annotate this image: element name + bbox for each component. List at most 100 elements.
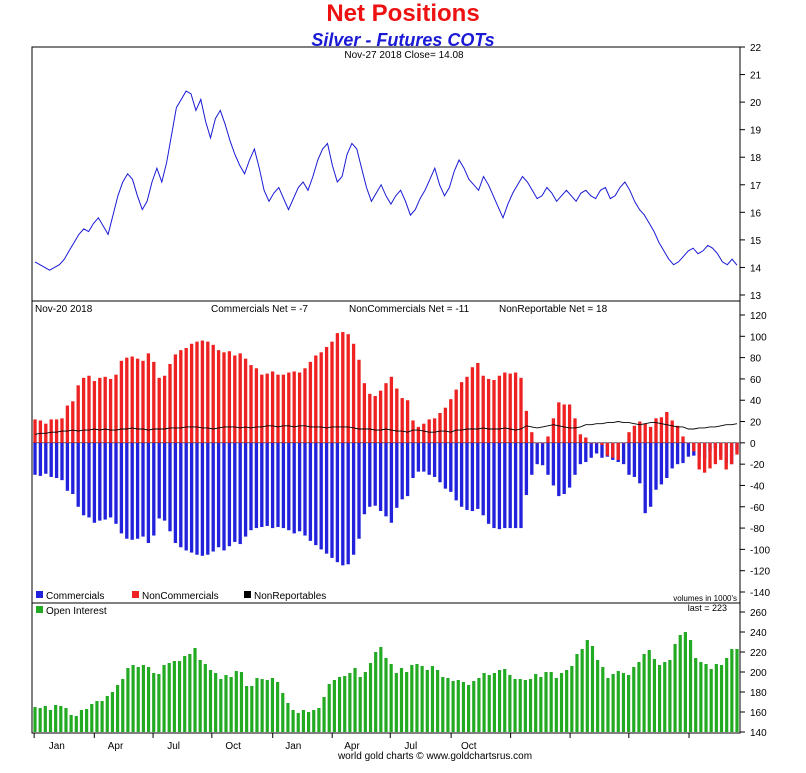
- open-interest-bar: [683, 632, 687, 732]
- open-interest-bar: [410, 665, 414, 732]
- noncommercials-bar: [530, 432, 534, 443]
- price-tick-label: 14: [750, 263, 762, 274]
- open-interest-bar: [735, 649, 739, 732]
- nonreportables-line: [34, 421, 738, 435]
- open-interest-bar: [167, 663, 171, 732]
- noncommercials-bar: [405, 400, 410, 443]
- commercials-bar: [589, 442, 593, 458]
- commercials-bar: [459, 442, 464, 507]
- noncommercials-bar: [427, 419, 431, 443]
- open-interest-bar: [33, 707, 37, 732]
- noncommercials-bar: [578, 434, 583, 443]
- open-interest-bar: [580, 649, 584, 732]
- commercials-bar: [395, 442, 399, 508]
- commercials-bar: [162, 442, 167, 521]
- commercials-bar: [114, 442, 118, 524]
- commercials-bar: [254, 442, 259, 529]
- nonreportable-net: NonReportable Net = 18: [499, 304, 608, 315]
- open-interest-bar: [719, 665, 724, 732]
- commercials-bar: [411, 442, 415, 479]
- commercials-bar: [638, 442, 642, 484]
- open-interest-bar: [327, 684, 331, 732]
- commercials-bar: [249, 442, 253, 531]
- noncommercials-bar: [632, 425, 637, 443]
- open-interest-panel: [31, 602, 741, 734]
- open-interest-bar: [172, 661, 176, 732]
- noncommercials-bar: [589, 442, 593, 444]
- commercials-bar: [665, 442, 669, 479]
- noncommercials-bar: [335, 333, 340, 443]
- commercials-bar: [265, 442, 269, 526]
- commercials-bar: [189, 442, 194, 553]
- open-interest-bar: [131, 665, 135, 732]
- commercials-bar: [416, 442, 421, 472]
- noncommercials-bar: [222, 352, 226, 443]
- commercials-bar: [211, 442, 215, 552]
- commercials-bar: [584, 442, 588, 463]
- open-interest-bar: [198, 660, 202, 732]
- positions-tick-label: 40: [750, 396, 762, 407]
- price-tick-label: 13: [750, 291, 762, 302]
- open-interest-bar: [709, 669, 713, 732]
- open-interest-bar: [281, 693, 285, 732]
- noncommercials-bar: [675, 425, 680, 443]
- noncommercials-bar: [249, 365, 253, 443]
- noncommercials-bar: [114, 374, 118, 443]
- price-tick-label: 20: [750, 98, 762, 109]
- noncommercials-bar: [357, 359, 361, 443]
- x-tick-label: Jan: [285, 741, 301, 752]
- noncommercials-bar: [540, 442, 545, 444]
- commercials-bar: [200, 442, 205, 556]
- noncommercials-bar: [681, 436, 685, 443]
- noncommercials-bar: [708, 442, 712, 469]
- positions-tick-label: -100: [750, 545, 770, 556]
- open-interest-bar: [673, 644, 677, 732]
- positions-tick-label: -20: [750, 460, 765, 471]
- open-interest-bar: [415, 664, 419, 732]
- commercials-bar: [449, 442, 453, 492]
- open-interest-bar: [461, 682, 466, 732]
- noncommercials-bar: [384, 383, 388, 443]
- open-interest-bar: [642, 654, 646, 732]
- commercials-bar: [535, 442, 539, 465]
- commercials-bar: [292, 442, 296, 534]
- legend-swatch-noncommercials: [132, 591, 139, 598]
- noncommercials-bar: [697, 442, 701, 470]
- commercials-bar: [557, 442, 561, 497]
- commercials-bar: [659, 442, 664, 485]
- open-interest-bar: [183, 656, 187, 732]
- open-interest-bar: [678, 635, 682, 732]
- open-interest-bar: [203, 664, 207, 732]
- noncommercials-bar: [508, 373, 512, 443]
- noncommercials-bar: [665, 411, 669, 443]
- commercials-bar: [513, 442, 518, 529]
- noncommercials-bar: [119, 360, 124, 443]
- noncommercials-bar: [449, 399, 453, 443]
- noncommercials-bar: [562, 404, 566, 443]
- positions-tick-label: -40: [750, 481, 765, 492]
- commercials-bar: [621, 442, 626, 465]
- open-interest-bar: [394, 673, 398, 732]
- noncommercials-bar: [92, 381, 97, 443]
- open-interest-bar: [503, 669, 507, 732]
- noncommercials-bar: [76, 385, 80, 443]
- noncommercials-bar: [108, 378, 113, 443]
- noncommercials-bar: [346, 334, 350, 443]
- open-interest-bar: [276, 682, 280, 732]
- commercials-bar: [38, 442, 43, 476]
- open-interest-bar: [301, 710, 305, 732]
- open-interest-bar: [193, 648, 197, 732]
- noncommercials-bar: [206, 341, 210, 443]
- noncommercials-bar: [389, 376, 394, 443]
- noncommercials-bar: [443, 407, 448, 443]
- legend-open-interest: Open Interest: [46, 606, 107, 617]
- commercials-bar: [384, 442, 388, 517]
- price-tick-label: 22: [750, 43, 762, 54]
- open-interest-bar: [358, 677, 362, 732]
- legend-swatch-nonreportables: [244, 591, 251, 598]
- commercials-bar: [675, 442, 680, 465]
- open-interest-bar: [725, 658, 729, 732]
- open-interest-bar: [616, 671, 620, 732]
- noncommercials-bar: [735, 442, 739, 455]
- x-tick-label: Oct: [225, 741, 241, 752]
